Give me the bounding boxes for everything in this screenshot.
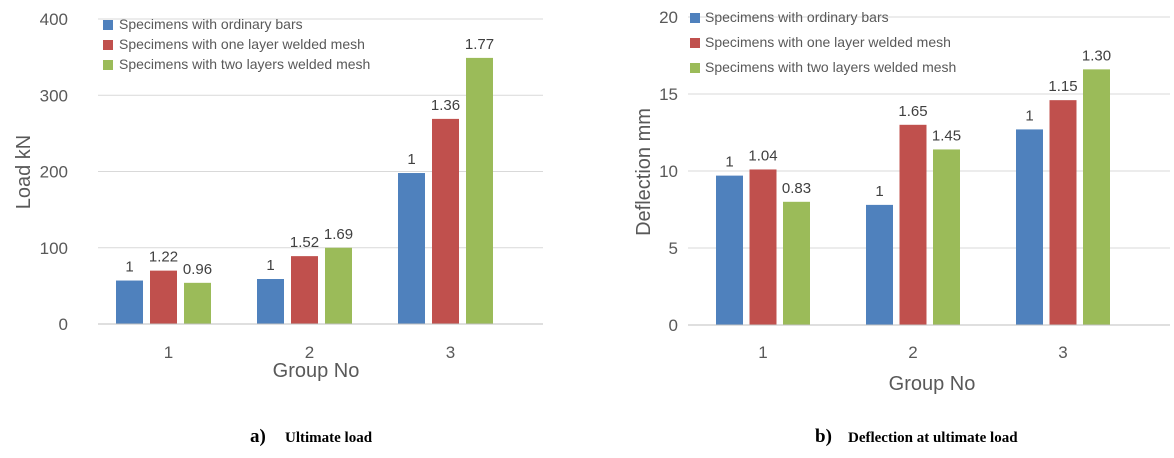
caption-letter: b)	[815, 426, 832, 447]
data-label: 1.65	[898, 103, 927, 120]
x-tick-label: 3	[1058, 343, 1067, 362]
x-tick-label: 1	[164, 343, 173, 362]
y-tick-label: 0	[59, 315, 68, 334]
legend-entry: Specimens with one layer welded mesh	[119, 36, 365, 52]
legend-entry: Specimens with ordinary bars	[705, 9, 889, 25]
data-label: 1.30	[1082, 47, 1111, 64]
bar	[325, 247, 352, 324]
data-label: 1	[875, 183, 883, 200]
x-tick-label: 2	[305, 343, 314, 362]
data-label: 1.15	[1048, 78, 1077, 95]
data-label: 1	[1025, 107, 1033, 124]
x-axis-title: Group No	[889, 373, 976, 395]
data-label: 1.04	[748, 147, 777, 164]
x-tick-label: 2	[908, 343, 917, 362]
bar	[466, 57, 493, 324]
data-label: 1	[125, 259, 133, 276]
bar	[899, 124, 927, 325]
data-label: 1.52	[290, 234, 319, 251]
legend-entry: Specimens with one layer welded mesh	[705, 34, 951, 50]
data-label: 1.45	[932, 127, 961, 144]
bar	[432, 118, 459, 324]
data-label: 0.96	[183, 261, 212, 278]
y-tick-label: 10	[659, 162, 678, 181]
bar	[1016, 129, 1043, 325]
legend-entry: Specimens with ordinary bars	[119, 16, 303, 32]
bar	[291, 256, 318, 324]
y-tick-label: 5	[669, 239, 678, 258]
bar	[116, 280, 143, 324]
legend-swatch	[690, 38, 700, 48]
data-label: 0.83	[782, 180, 811, 197]
chart-deflection: 0 5 10 15 20 1 1.04 0.83 1 1 1.65 1.45 2 1 1.15 1.30 3 Gr…	[633, 8, 1170, 447]
y-tick-label: 200	[40, 163, 68, 182]
caption-letter: a)	[250, 426, 266, 447]
bar	[866, 204, 893, 325]
data-label: 1	[407, 151, 415, 168]
y-axis-title: Load kN	[13, 135, 35, 210]
legend-entry: Specimens with two layers welded mesh	[119, 56, 370, 72]
bar	[933, 149, 960, 325]
y-tick-label: 20	[659, 8, 678, 27]
legend-entry: Specimens with two layers welded mesh	[705, 59, 956, 75]
y-tick-label: 400	[40, 10, 68, 29]
y-tick-label: 300	[40, 86, 68, 105]
data-label: 1.36	[431, 97, 460, 114]
legend-swatch	[690, 63, 700, 73]
bar	[398, 173, 425, 324]
y-tick-label: 100	[40, 239, 68, 258]
y-tick-label: 0	[669, 316, 678, 335]
bar	[150, 270, 177, 324]
x-tick-label: 1	[758, 343, 767, 362]
y-axis-title: Deflection mm	[633, 108, 655, 236]
legend-swatch	[103, 60, 113, 70]
data-label: 1.22	[149, 249, 178, 266]
x-tick-label: 3	[446, 343, 455, 362]
bar	[783, 201, 810, 325]
data-label: 1	[266, 257, 274, 274]
data-label: 1.77	[465, 36, 494, 53]
bar	[1083, 69, 1110, 325]
bar	[257, 279, 284, 324]
bar	[1049, 100, 1077, 325]
bar	[716, 175, 743, 325]
legend-swatch	[103, 40, 113, 50]
y-tick-label: 15	[659, 85, 678, 104]
legend-swatch	[103, 20, 113, 30]
caption-text: Ultimate load	[285, 430, 373, 446]
x-axis-title: Group No	[273, 360, 360, 382]
data-label: 1.69	[324, 226, 353, 243]
chart-ultimate-load: 0 100 200 300 400 1 1.22 0.96 1 1 1.52 1.69 2 1 1.36 1.…	[13, 10, 543, 447]
caption-text: Deflection at ultimate load	[848, 430, 1018, 446]
bar	[749, 169, 777, 325]
legend-swatch	[690, 13, 700, 23]
bar	[184, 282, 211, 324]
data-label: 1	[725, 154, 733, 171]
